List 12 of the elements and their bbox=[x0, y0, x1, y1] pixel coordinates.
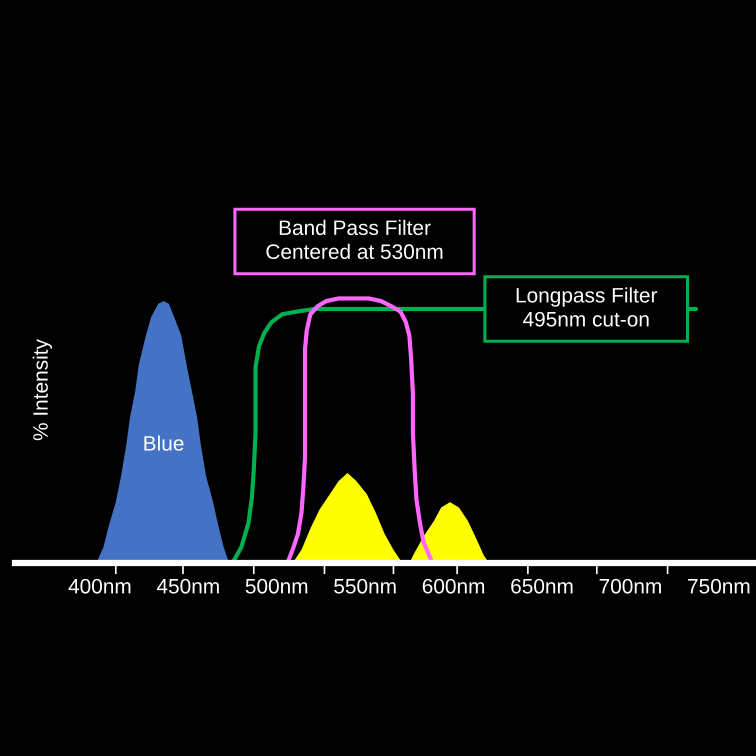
x-tick-label: 650nm bbox=[511, 578, 572, 594]
x-tick-label: 500nm bbox=[246, 578, 308, 594]
y-axis-title: % Intensity bbox=[32, 339, 52, 440]
x-tick-label: 400nm bbox=[68, 578, 130, 594]
x-tick-label: 450nm bbox=[156, 578, 219, 594]
x-tick-label: 700nm bbox=[600, 578, 661, 594]
annotation: Band Pass Filter Centered at 530nm bbox=[266, 220, 442, 260]
x-tick-label: 550nm bbox=[334, 578, 396, 594]
annotation: Longpass Filter 495nm cut-on bbox=[516, 287, 658, 327]
x-tick-label: 600nm bbox=[422, 578, 484, 594]
series-label: Blue bbox=[144, 435, 184, 451]
x-tick-label: 750nm bbox=[688, 578, 750, 594]
